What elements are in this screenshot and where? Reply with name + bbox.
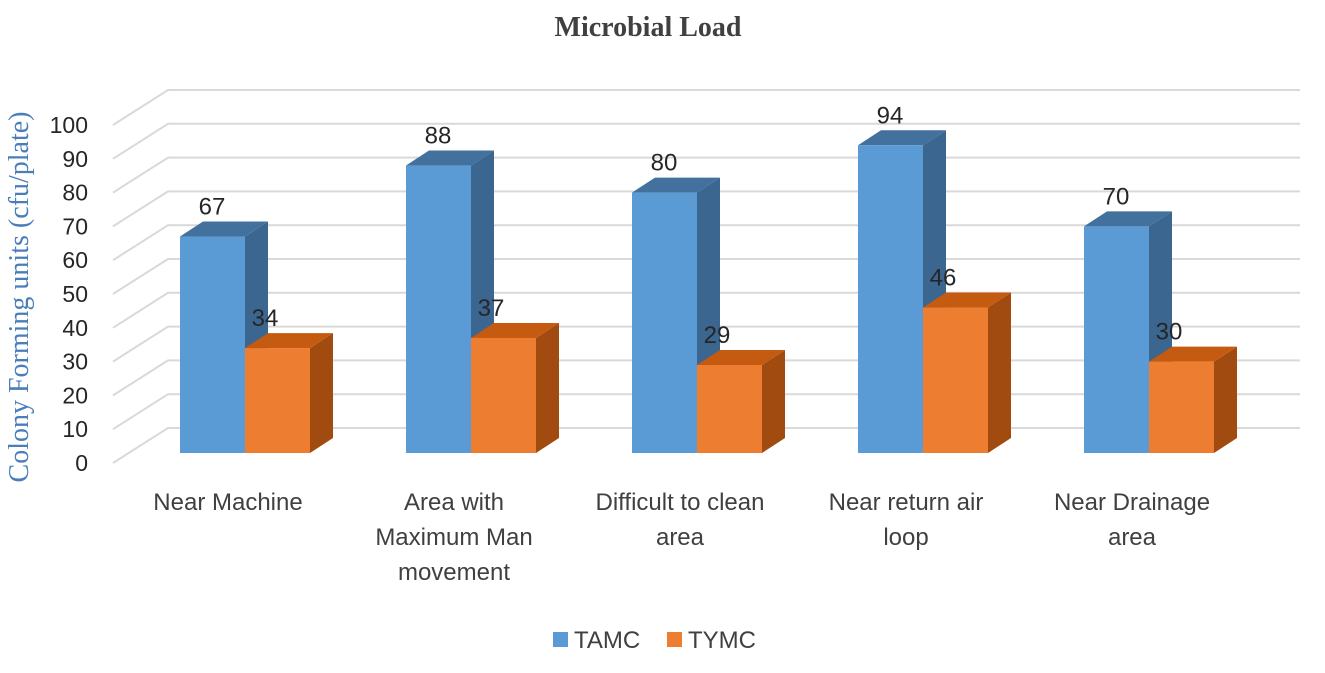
- y-tick-1: 10: [62, 416, 88, 442]
- y-tick-5: 50: [62, 281, 88, 307]
- legend-label-tamc: TAMC: [574, 627, 640, 654]
- y-axis-label: Colony Forming units (cfu/plate): [4, 112, 35, 483]
- data-label-tamc-0: 67: [199, 194, 226, 221]
- legend: TAMC TYMC: [553, 627, 756, 654]
- data-label-tymc-1: 37: [478, 295, 505, 322]
- bar-tymc-3: [923, 292, 1011, 453]
- bar-tymc-1: [471, 322, 559, 453]
- data-label-tamc-1: 88: [425, 123, 452, 150]
- legend-item-tamc: TAMC: [553, 627, 640, 654]
- data-label-tamc-4: 70: [1103, 183, 1130, 210]
- y-tick-9: 90: [62, 146, 88, 172]
- legend-label-tymc: TYMC: [688, 627, 756, 654]
- y-tick-4: 40: [62, 315, 88, 341]
- data-labels: 67 34 88 37 80 29 94 46 70 30: [199, 102, 1183, 349]
- y-tick-2: 20: [62, 382, 88, 408]
- grid: [112, 89, 1300, 464]
- y-tick-8: 80: [62, 180, 88, 206]
- data-label-tamc-2: 80: [651, 150, 678, 177]
- y-axis-ticks: 0 10 20 30 40 50 60 70 80 90 100: [50, 112, 88, 476]
- data-label-tymc-3: 46: [930, 265, 957, 292]
- legend-item-tymc: TYMC: [667, 627, 756, 654]
- category-label-0: Near Machine: [153, 489, 302, 516]
- x-axis-categories: Near Machine Area with Maximum Man movement…: [153, 489, 1210, 586]
- category-label-1: Area with Maximum Man movement: [375, 489, 532, 586]
- bar-tymc-4: [1149, 346, 1237, 453]
- bars: [180, 130, 1237, 453]
- legend-swatch-tymc: [667, 632, 682, 647]
- chart-title: Microbial Load: [555, 12, 742, 43]
- data-label-tymc-2: 29: [704, 322, 731, 349]
- bar-tamc-2: [632, 177, 720, 453]
- category-label-4: Near Drainage area: [1054, 489, 1210, 551]
- bar-tymc-2: [697, 349, 785, 453]
- gridline-10: [112, 89, 1300, 126]
- y-tick-7: 70: [62, 213, 88, 239]
- data-label-tymc-4: 30: [1156, 319, 1183, 346]
- bar-tymc-0: [245, 333, 333, 453]
- gridline-9: [112, 122, 1300, 160]
- legend-swatch-tamc: [553, 632, 568, 647]
- data-label-tymc-0: 34: [252, 305, 279, 332]
- y-tick-10: 100: [50, 112, 88, 138]
- y-tick-6: 60: [62, 247, 88, 273]
- category-label-2: Difficult to clean area: [596, 489, 765, 551]
- y-tick-3: 30: [62, 349, 88, 375]
- category-label-3: Near return air loop: [829, 489, 984, 551]
- y-tick-0: 0: [75, 450, 88, 476]
- data-label-tamc-3: 94: [877, 102, 904, 129]
